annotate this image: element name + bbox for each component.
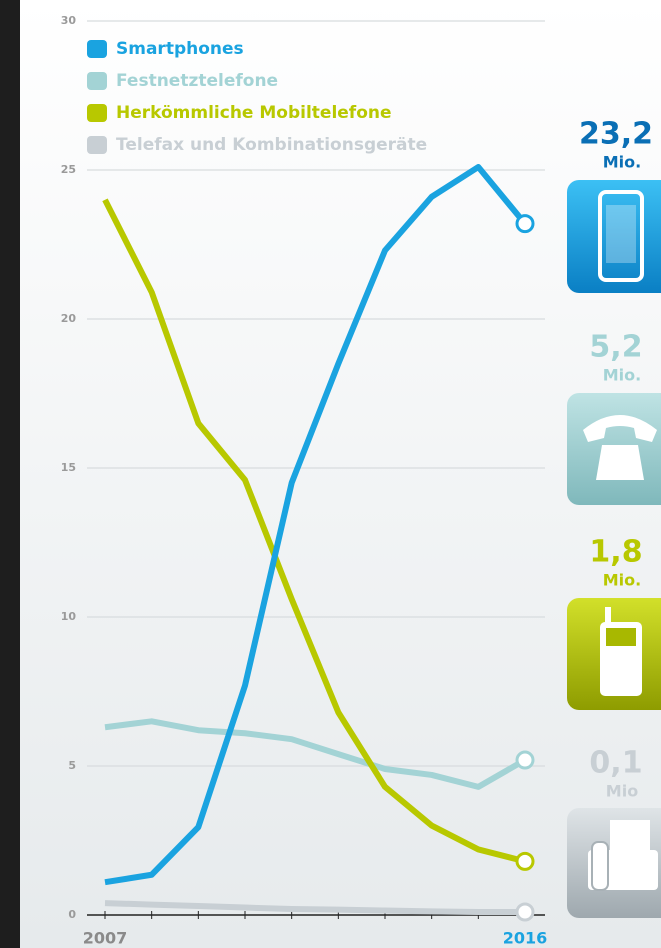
y-tick-label: 30	[61, 14, 77, 27]
end-marker	[515, 214, 535, 234]
end-marker	[515, 902, 535, 922]
y-tick-label: 25	[61, 163, 76, 176]
legend-swatch	[87, 40, 107, 58]
series-line	[104, 718, 527, 790]
y-tick-label: 0	[68, 908, 76, 921]
y-tick-label: 20	[61, 312, 77, 325]
series-line	[104, 900, 525, 916]
smartphone-icon	[567, 180, 661, 293]
background	[20, 0, 661, 948]
legend-label: Herkömmliche Mobiltelefone	[116, 103, 392, 123]
value-label: 5,2	[589, 330, 642, 365]
legend-swatch	[87, 136, 107, 154]
series-line	[104, 164, 528, 886]
y-tick-label: 10	[61, 610, 77, 623]
value-label: 23,2	[579, 117, 653, 152]
x-tick-label: 2007	[83, 929, 128, 948]
y-tick-label: 15	[61, 461, 76, 474]
dark-strip	[0, 0, 20, 948]
unit-label: Mio.	[603, 366, 641, 385]
unit-label: Mio.	[603, 571, 641, 590]
end-marker	[515, 750, 535, 770]
x-tick-label: 2016	[503, 929, 548, 948]
end-marker	[515, 851, 535, 871]
icons	[567, 180, 661, 918]
unit-label: Mio	[606, 782, 638, 801]
value-label: 1,8	[589, 535, 642, 570]
legend-label: Smartphones	[116, 39, 244, 59]
legend-swatch	[87, 72, 107, 90]
series-line	[102, 198, 526, 865]
unit-label: Mio.	[603, 153, 641, 172]
value-label: 0,1	[589, 746, 642, 781]
y-tick-label: 5	[68, 759, 76, 772]
legend-label: Festnetztelefone	[116, 71, 278, 91]
legend-swatch	[87, 104, 107, 122]
legend-label: Telefax und Kombinationsgeräte	[116, 135, 427, 155]
